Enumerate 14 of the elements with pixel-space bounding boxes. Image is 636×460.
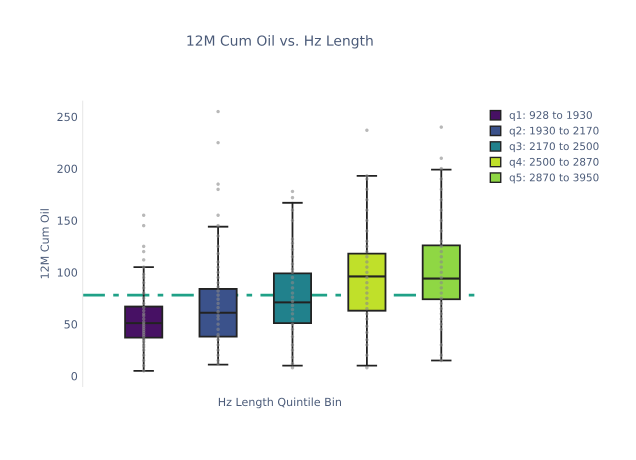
legend-label: q3: 2170 to 2500 <box>510 142 599 152</box>
y-tick-label: 200 <box>57 164 78 173</box>
y-tick-label: 0 <box>71 372 78 380</box>
legend-label: q4: 2500 to 2870 <box>510 158 599 168</box>
legend-label: q2: 1930 to 2170 <box>510 126 599 137</box>
y-tick-label: 100 <box>58 268 78 277</box>
y-tick-label: 150 <box>58 216 78 225</box>
y-tick-label: 50 <box>64 320 78 329</box>
chart-title: 12M Cum Oil vs. Hz Length <box>187 35 373 49</box>
y-axis-title: 12M Cum Oil <box>40 209 49 278</box>
legend-label: q5: 2870 to 3950 <box>510 173 599 184</box>
y-tick-label: 250 <box>57 112 78 122</box>
legend-label: q1: 928 to 1930 <box>510 111 592 121</box>
x-axis-title: Hz Length Quintile Bin <box>218 398 341 408</box>
